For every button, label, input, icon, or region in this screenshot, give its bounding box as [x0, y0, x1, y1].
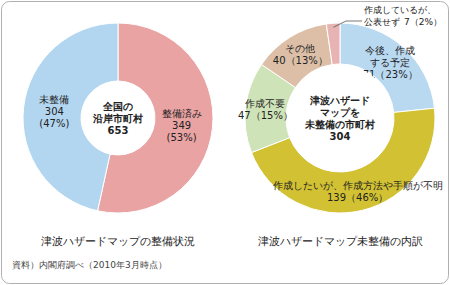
value-label: 349(53%): [167, 120, 197, 143]
text-line: 349: [172, 120, 191, 131]
pie-chart: 今後、作成する予定71（23%）作成したいが、作成方法や手順が不明139（46%…: [238, 5, 443, 248]
labels: 今後、作成する予定71（23%）作成したいが、作成方法や手順が不明139（46%…: [238, 5, 443, 203]
chart-title: 津波ハザードマップの整備状況: [41, 235, 195, 248]
text-line: 今後、作成: [365, 45, 415, 56]
chart-title: 津波ハザードマップ未整備の内訳: [258, 235, 423, 248]
center-total: 304: [330, 131, 351, 142]
value-label: 40（13%）: [273, 55, 328, 66]
slice-label: 作成したいが、作成方法や手順が不明: [272, 180, 443, 191]
figure: 整備済み349(53%)未整備304(47%)全国の沿岸市町村653津波ハザード…: [0, 0, 450, 285]
text-line: 全国の: [102, 101, 133, 112]
text-line: 139（46%）: [327, 192, 388, 203]
text-line: (47%): [39, 118, 69, 129]
text-line: 公表せず: [364, 17, 400, 27]
slice-label: 整備済み: [162, 108, 202, 119]
frame: [2, 2, 449, 284]
labels: 整備済み349(53%) 未整備304(47%): [39, 94, 201, 143]
center-label: 津波ハザードマップを未整備の市町村: [304, 95, 375, 130]
text-line: する予定: [370, 57, 410, 68]
pie-chart: 整備済み349(53%) 未整備304(47%) 全国の沿岸市町村653 津波ハザード…: [23, 23, 213, 248]
text-line: 47（15%）: [238, 110, 293, 121]
value-label: 7（2%）: [404, 17, 442, 27]
text-line: 7（2%）: [404, 17, 442, 27]
value-label: 47（15%）: [238, 110, 293, 121]
slice-label: 今後、作成する予定: [365, 45, 415, 68]
text-line: 304: [45, 106, 64, 117]
center-label: 全国の沿岸市町村: [92, 101, 143, 124]
slice-label: 未整備: [39, 94, 69, 105]
leader-line: [333, 21, 362, 27]
text-line: 作成しているが、: [363, 5, 436, 15]
text-line: 沿岸市町村: [92, 113, 143, 124]
value-label: 139（46%）: [327, 192, 388, 203]
text-line: マップを: [320, 107, 360, 118]
center-total: 653: [108, 125, 129, 136]
text-line: その他: [285, 43, 315, 54]
slice-label: その他: [285, 43, 315, 54]
text-line: 作成不要: [244, 98, 285, 109]
text-line: 未整備の市町村: [304, 119, 375, 130]
text-line: 整備済み: [162, 108, 202, 119]
text-line: 未整備: [39, 94, 69, 105]
value-label: 304(47%): [39, 106, 69, 129]
center-hole: [82, 82, 154, 154]
slices: [23, 23, 213, 213]
text-line: 40（13%）: [273, 55, 328, 66]
source-note: 資料）内閣府調べ（2010年3月時点）: [12, 260, 167, 270]
slice-label: 作成不要: [244, 98, 285, 109]
text-line: 津波ハザード: [309, 95, 370, 106]
center-hole: [287, 65, 393, 171]
text-line: (53%): [167, 132, 197, 143]
text-line: 作成したいが、作成方法や手順が不明: [272, 180, 443, 191]
slice: [326, 23, 340, 65]
